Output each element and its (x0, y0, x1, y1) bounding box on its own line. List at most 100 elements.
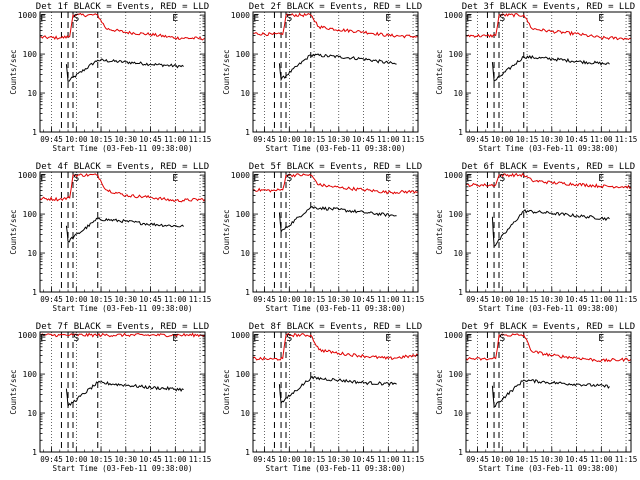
y-axis-label: Counts/sec (435, 369, 444, 414)
x-tick-label: 10:30 (115, 295, 138, 304)
x-axis-label: Start Time (03-Feb-11 09:38:00) (479, 304, 619, 313)
x-tick-label: 10:00 (278, 455, 301, 464)
orbit-marker-label: E (172, 173, 178, 184)
x-tick-label: 10:15 (303, 135, 326, 144)
y-axis-label: Counts/sec (9, 369, 18, 414)
x-tick-label: 10:15 (516, 455, 539, 464)
y-tick-label: 100 (23, 50, 38, 59)
orbit-marker-label: S (499, 333, 505, 344)
x-axis-label: Start Time (03-Feb-11 09:38:00) (53, 144, 193, 153)
y-tick-label: 10 (240, 249, 250, 258)
x-tick-label: 11:00 (164, 295, 187, 304)
y-tick-label: 1 (458, 128, 463, 137)
orbit-marker-label: E (40, 333, 46, 344)
x-tick-label: 10:15 (516, 135, 539, 144)
x-tick-label: 11:15 (189, 455, 212, 464)
panel-title: Det 1f BLACK = Events, RED = LLD (36, 2, 209, 12)
orbit-marker-label: E (385, 333, 391, 344)
y-tick-label: 100 (23, 370, 38, 379)
x-tick-label: 11:15 (402, 135, 425, 144)
x-tick-label: 11:15 (402, 295, 425, 304)
y-tick-label: 1000 (18, 331, 37, 340)
x-tick-label: 10:00 (65, 455, 88, 464)
y-tick-label: 1000 (231, 331, 250, 340)
orbit-marker-label: E (385, 13, 391, 24)
x-tick-label: 10:15 (303, 455, 326, 464)
events-series-line (278, 375, 397, 405)
lld-series-line (39, 12, 206, 41)
orbit-marker-label: E (466, 13, 472, 24)
y-tick-label: 1000 (18, 171, 37, 180)
y-tick-label: 1 (32, 288, 37, 297)
x-tick-label: 09:45 (40, 455, 63, 464)
events-series-line (65, 217, 184, 243)
x-tick-label: 10:45 (352, 135, 375, 144)
x-tick-label: 10:15 (303, 295, 326, 304)
x-tick-label: 10:45 (139, 295, 162, 304)
orbit-marker-label: S (286, 333, 292, 344)
x-tick-label: 09:45 (466, 135, 489, 144)
orbit-marker-label: E (40, 13, 46, 24)
x-tick-label: 09:45 (466, 295, 489, 304)
plot-frame (39, 331, 206, 453)
x-tick-label: 10:15 (90, 455, 113, 464)
x-tick-label: 10:30 (115, 455, 138, 464)
orbit-marker-label: E (385, 173, 391, 184)
y-tick-label: 1 (245, 288, 250, 297)
panel-title: Det 6f BLACK = Events, RED = LLD (462, 162, 635, 172)
plot-frame (465, 11, 632, 133)
orbit-marker-label: S (499, 173, 505, 184)
x-tick-label: 11:15 (402, 455, 425, 464)
orbit-marker-label: S (73, 13, 79, 24)
y-axis-label: Counts/sec (9, 209, 18, 254)
y-axis-label: Counts/sec (9, 49, 18, 94)
y-axis-label: Counts/sec (435, 209, 444, 254)
plot-frame (39, 171, 206, 293)
orbit-marker-label: E (253, 13, 259, 24)
events-series-line (491, 54, 610, 83)
plot-frame (39, 11, 206, 133)
x-axis-label: Start Time (03-Feb-11 09:38:00) (53, 464, 193, 473)
y-tick-label: 1 (32, 448, 37, 457)
x-tick-label: 10:45 (565, 455, 588, 464)
x-tick-label: 10:45 (139, 455, 162, 464)
panel-title: Det 3f BLACK = Events, RED = LLD (462, 2, 635, 12)
x-tick-label: 10:45 (352, 455, 375, 464)
x-tick-label: 09:45 (40, 295, 63, 304)
y-tick-label: 1 (458, 448, 463, 457)
y-tick-label: 1 (458, 288, 463, 297)
x-tick-label: 10:00 (278, 295, 301, 304)
x-tick-label: 10:15 (516, 295, 539, 304)
y-tick-label: 10 (27, 409, 37, 418)
y-tick-label: 100 (449, 210, 464, 219)
y-tick-label: 10 (453, 409, 463, 418)
x-tick-label: 11:15 (189, 295, 212, 304)
x-tick-label: 11:00 (590, 455, 613, 464)
y-tick-label: 10 (453, 89, 463, 98)
y-tick-label: 1000 (444, 11, 463, 20)
y-tick-label: 100 (449, 50, 464, 59)
y-tick-label: 100 (236, 210, 251, 219)
x-tick-label: 10:00 (491, 295, 514, 304)
x-axis-label: Start Time (03-Feb-11 09:38:00) (266, 304, 406, 313)
x-tick-label: 11:00 (164, 455, 187, 464)
x-tick-label: 10:15 (90, 135, 113, 144)
panel-title: Det 8f BLACK = Events, RED = LLD (249, 322, 422, 332)
panel-title: Det 2f BLACK = Events, RED = LLD (249, 2, 422, 12)
x-tick-label: 10:00 (65, 135, 88, 144)
y-axis-label: Counts/sec (222, 369, 231, 414)
orbit-marker-label: E (40, 173, 46, 184)
x-tick-label: 10:30 (541, 455, 564, 464)
y-tick-label: 1 (32, 128, 37, 137)
plot-frame (465, 331, 632, 453)
lld-series-line (465, 333, 632, 363)
x-tick-label: 11:15 (189, 135, 212, 144)
y-tick-label: 10 (240, 89, 250, 98)
y-tick-label: 10 (27, 249, 37, 258)
x-tick-label: 11:00 (377, 135, 400, 144)
x-tick-label: 11:00 (377, 455, 400, 464)
